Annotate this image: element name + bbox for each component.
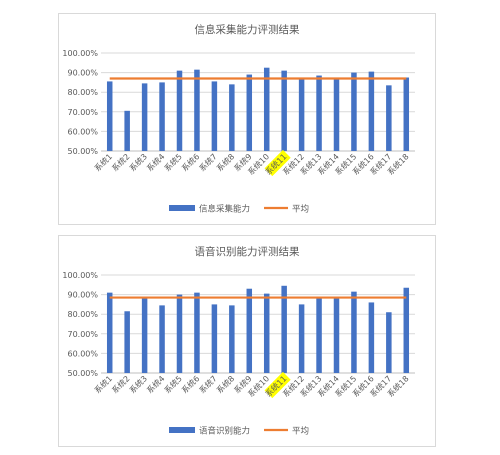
x-tick-label: 系统7	[197, 373, 219, 395]
legend-label-average: 平均	[292, 204, 309, 215]
bar-系统13	[316, 298, 322, 373]
bar-系统6	[194, 69, 200, 151]
legend-swatch-bar	[169, 427, 195, 433]
bar-系统15	[351, 291, 357, 373]
highlight-marker	[264, 371, 291, 399]
bar-系统10	[263, 67, 270, 151]
bar-系统5	[176, 294, 183, 373]
bar-系统9	[246, 288, 253, 373]
legend-swatch-bar	[169, 205, 195, 211]
bar-系统7	[211, 81, 218, 151]
bar-系统1	[106, 292, 113, 373]
bar-系统6	[194, 292, 200, 373]
chart-title: 信息采集能力评测结果	[195, 23, 300, 36]
chart-speech-recognition: 语音识别能力评测结果 100.00% 90.00% 80.00% 70.00% 60.00…	[62, 245, 415, 437]
bar-系统18	[403, 77, 410, 151]
bar-系统12	[298, 78, 305, 151]
x-tick-label: 系统7	[197, 151, 219, 173]
y-tick-label: 60.00%	[67, 127, 98, 136]
y-tick-label: 100.00%	[62, 49, 98, 58]
bar-系统9	[246, 74, 253, 151]
x-tick-label: 系统6	[179, 373, 201, 395]
x-tick-label: 系统2	[110, 373, 132, 395]
y-tick-label: 100.00%	[62, 271, 98, 280]
x-tick-label: 系统3	[127, 373, 149, 395]
x-tick-label: 系统3	[127, 151, 149, 173]
chart-title: 语音识别能力评测结果	[195, 245, 300, 258]
legend-label-average: 平均	[292, 426, 309, 437]
y-tick-label: 80.00%	[67, 88, 98, 97]
y-tick-label: 60.00%	[67, 349, 98, 358]
y-tick-label: 50.00%	[67, 147, 98, 156]
bar-系统4	[159, 305, 165, 373]
x-tick-label: 系统5	[162, 373, 184, 395]
y-tick-label: 90.00%	[67, 69, 98, 78]
bar-系统11	[281, 70, 287, 151]
y-tick-label: 50.00%	[67, 369, 98, 378]
bar-系统7	[211, 304, 218, 373]
bar-系统10	[263, 293, 270, 373]
y-tick-label: 70.00%	[67, 108, 98, 117]
bar-系统4	[159, 82, 165, 151]
bar-系统17	[386, 312, 392, 373]
bar-系统11	[281, 285, 287, 373]
bar-系统13	[316, 75, 322, 151]
bar-系统2	[124, 311, 130, 373]
chart-panel-info-collection: 信息采集能力评测结果 100.00% 90.00% 80.00% 70.00% 60.00…	[58, 13, 436, 225]
bar-系统2	[124, 110, 130, 151]
bar-系统14	[333, 298, 340, 373]
x-tick-label: 系统6	[179, 151, 201, 173]
x-tick-label: 系统4	[144, 151, 166, 173]
chart-info-collection: 信息采集能力评测结果 100.00% 90.00% 80.00% 70.00% 60.00…	[62, 23, 415, 215]
x-tick-label: 系统2	[110, 151, 132, 173]
chart-panel-speech-recognition: 语音识别能力评测结果 100.00% 90.00% 80.00% 70.00% 60.00…	[58, 235, 436, 447]
bar-系统3	[141, 298, 148, 373]
bar-系统15	[351, 72, 357, 151]
y-tick-label: 70.00%	[67, 330, 98, 339]
bar-系统8	[229, 305, 235, 373]
bar-系统14	[333, 78, 340, 151]
y-tick-label: 90.00%	[67, 291, 98, 300]
bar-系统8	[229, 84, 235, 151]
bar-系统3	[141, 83, 148, 151]
bar-系统5	[176, 70, 183, 151]
bar-系统16	[368, 302, 375, 373]
bar-系统18	[403, 287, 410, 373]
x-tick-label: 系统8	[214, 373, 236, 395]
bar-系统16	[368, 71, 375, 151]
x-tick-label: 系统4	[144, 373, 166, 395]
bar-系统1	[106, 81, 113, 151]
highlight-marker	[264, 149, 291, 177]
bar-系统17	[386, 85, 392, 151]
y-tick-label: 80.00%	[67, 310, 98, 319]
legend-label-bar: 语音识别能力	[199, 426, 250, 437]
bar-系统12	[298, 304, 305, 373]
x-tick-label: 系统8	[214, 151, 236, 173]
legend-label-bar: 信息采集能力	[199, 204, 250, 215]
x-tick-label: 系统5	[162, 151, 184, 173]
